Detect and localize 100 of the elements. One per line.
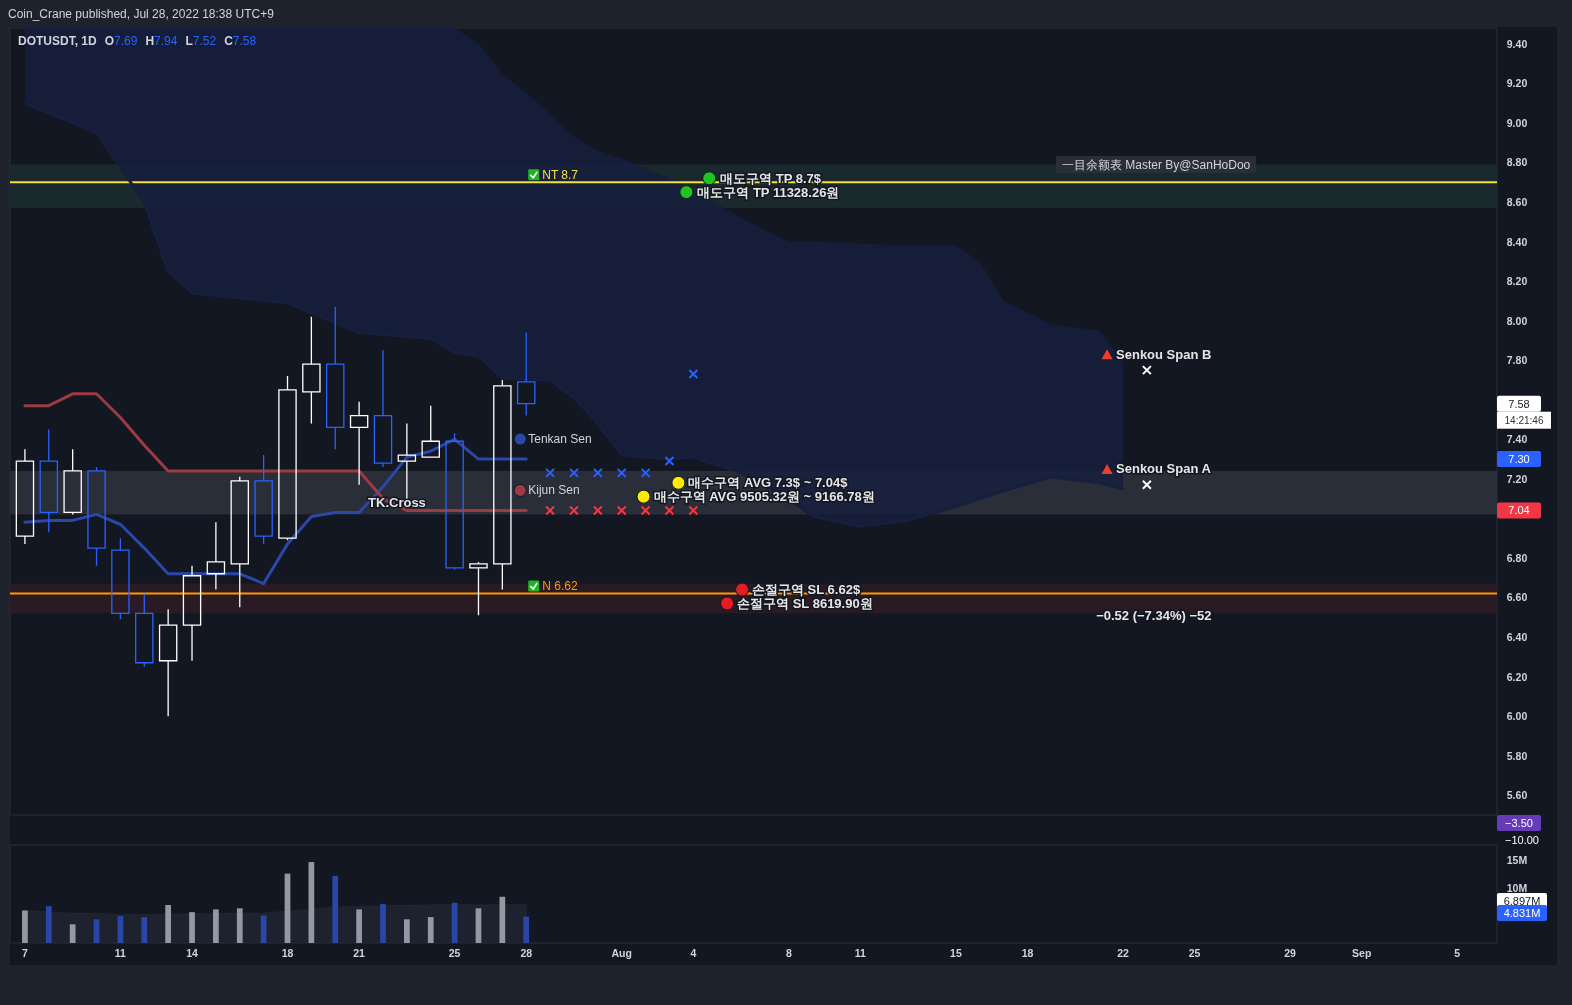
point [671, 475, 686, 490]
bar [260, 915, 267, 943]
bar [213, 909, 219, 943]
y-tick-label: 6.40 [1506, 631, 1528, 644]
point [636, 489, 651, 504]
y-tick-label: 8.80 [1506, 156, 1528, 169]
bar [189, 912, 195, 943]
annotation: Senkou Span B [1116, 346, 1212, 362]
candlestick [230, 476, 250, 609]
x-tick-label: 11 [854, 947, 867, 959]
point [1141, 479, 1152, 490]
candlestick [254, 454, 273, 545]
ref-line-label: NT 8.7 [542, 167, 579, 182]
annotation: 매수구역 AVG 9505.32원 ~ 9166.78원 [653, 489, 875, 505]
y-tick-label: 6.00 [1506, 710, 1528, 723]
point [702, 171, 717, 186]
y-tick-label: 6.20 [1506, 670, 1528, 683]
point [1141, 365, 1152, 376]
x-tick-label: 29 [1284, 947, 1297, 959]
point [568, 505, 579, 516]
bar [523, 916, 530, 943]
x-tick-label: 22 [1117, 947, 1130, 959]
y-tick-label: 7.20 [1506, 472, 1528, 485]
line-series [23, 392, 528, 512]
text: Coin_Crane published, Jul 28, 2022 18:38 UTC+9 [8, 7, 275, 21]
candlestick [111, 537, 130, 620]
bar [356, 909, 362, 943]
bar [165, 905, 172, 943]
annotation: 7.30 [1508, 453, 1530, 466]
point [664, 456, 675, 467]
candlestick [516, 331, 536, 417]
point [735, 582, 750, 597]
bar [141, 917, 148, 943]
x-tick-label: 18 [281, 947, 294, 959]
candlestick [135, 592, 154, 668]
bar [45, 906, 52, 943]
text: 4.831M [1503, 907, 1541, 919]
y-tick-label: 8.20 [1506, 275, 1528, 288]
point [616, 505, 627, 516]
candlestick [182, 565, 202, 662]
point [640, 505, 651, 516]
point [592, 505, 603, 516]
bar [499, 896, 506, 943]
y-tick-label: 6.60 [1506, 591, 1528, 604]
x-tick-label: 14 [186, 947, 199, 959]
y-tick-label: 9.20 [1506, 77, 1528, 90]
x-tick-label: 7 [22, 947, 28, 959]
text: −3.50 [1505, 817, 1533, 829]
y-tick-label: 5.80 [1506, 749, 1528, 762]
annotation: 매수구역 AVG 7.3$ ~ 7.04$ [688, 475, 849, 491]
y-tick-label: 5.60 [1506, 789, 1528, 802]
candlestick [469, 561, 488, 616]
x-tick-label: Aug [611, 947, 632, 959]
bar [427, 917, 434, 943]
bar [404, 919, 410, 943]
y-tick-label: 8.40 [1506, 235, 1528, 248]
candlestick [15, 448, 35, 545]
text: O7.69 H7.94 L7.52 C7.58 [104, 34, 257, 48]
y-tick-label: 7.40 [1506, 433, 1528, 446]
candlestick [278, 375, 297, 541]
candlestick [39, 428, 59, 533]
text: −10.00 [1505, 834, 1539, 846]
bar [22, 910, 28, 943]
candlestick [87, 466, 106, 567]
candlestick [493, 379, 512, 591]
candlestick [206, 521, 226, 591]
annotation: Senkou Span A [1116, 461, 1212, 477]
x-tick-label: 18 [1021, 947, 1034, 959]
y-tick-label: 10M [1506, 881, 1528, 894]
point [545, 467, 556, 478]
x-tick-label: Sep [1352, 947, 1372, 959]
legend-label: Tenkan Sen [528, 432, 592, 447]
annotation: 一目余额表 Master By@SanHoDoo [1062, 158, 1251, 172]
text: 14:21:46 [1504, 414, 1544, 426]
y-tick-label: 9.40 [1506, 37, 1528, 50]
point [664, 505, 675, 516]
y-tick-label: 6.80 [1506, 551, 1528, 564]
y-tick-label: 15M [1506, 854, 1528, 867]
x-tick-label: 28 [520, 947, 533, 959]
candlestick [63, 448, 82, 516]
candlestick [373, 349, 393, 468]
point [720, 596, 735, 611]
annotation: 7.58 [1508, 397, 1530, 410]
point [1101, 349, 1113, 360]
candlestick [158, 608, 178, 717]
annotation: −0.52 (−7.34%) −52 [1096, 607, 1212, 623]
point [568, 467, 579, 478]
text: 6.897M [1503, 895, 1541, 907]
x-tick-label: 15 [950, 947, 962, 959]
text: DOTUSDT, 1D [18, 34, 98, 48]
bar [380, 903, 386, 943]
candlestick [302, 316, 321, 425]
point [592, 467, 603, 478]
bar [69, 924, 76, 943]
candlestick [421, 405, 440, 458]
y-tick-label: 7.80 [1506, 354, 1528, 367]
legend-label: Kijun Sen [528, 483, 580, 498]
x-tick-label: 11 [114, 947, 127, 959]
bar [332, 875, 339, 943]
x-tick-label: 5 [1454, 947, 1461, 959]
